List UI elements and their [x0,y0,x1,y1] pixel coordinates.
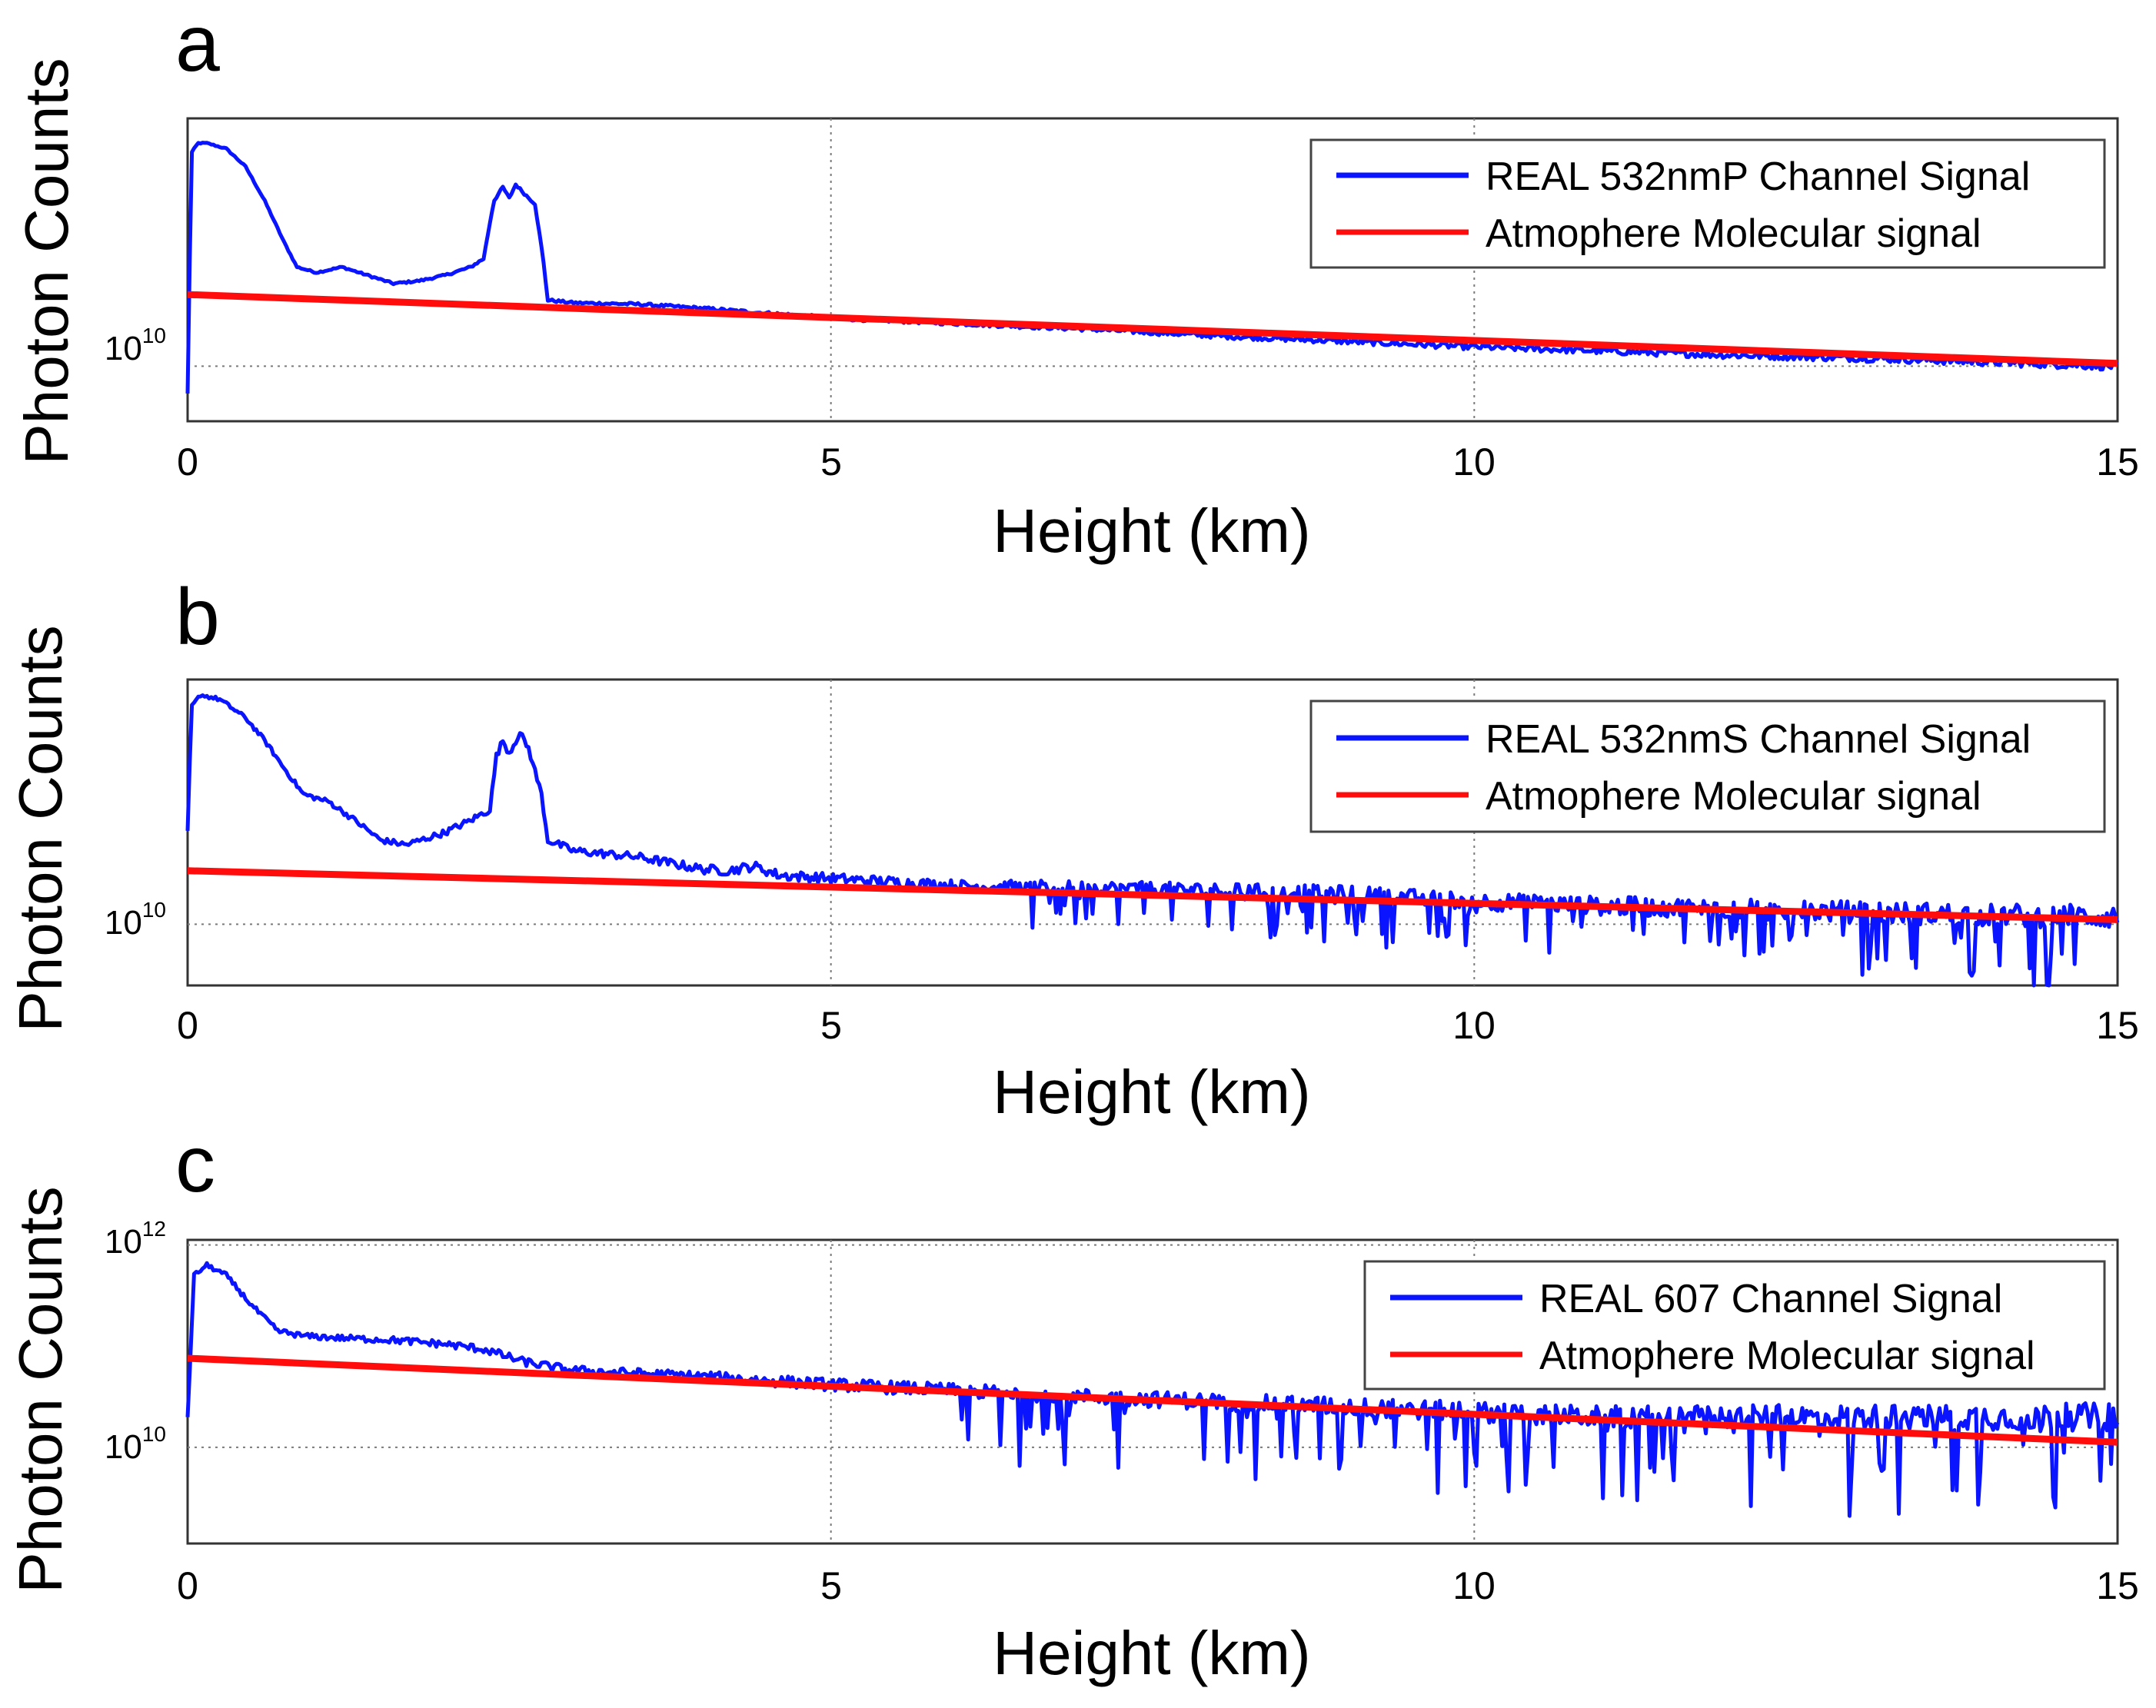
x-tick-label: 15 [2096,1564,2139,1607]
x-tick-label: 5 [820,440,842,483]
signal-series-line [185,1261,2120,1518]
x-tick-label: 5 [820,1564,842,1607]
x-tick-label: 10 [1452,440,1496,483]
x-tick-label: 10 [1452,1004,1496,1047]
x-axis-label: Height (km) [993,1619,1310,1687]
legend: REAL 532nmS Channel Signal Atmophere Mol… [1309,699,2106,833]
y-tick: 1012 [105,1217,166,1261]
y-axis-label: Photon Counts [6,625,75,1032]
y-tick-exponent: 10 [142,898,166,922]
y-tick-base: 10 [105,904,142,942]
panel-a: a Photon Counts Height (km) 1010 0 5 10 … [12,0,2139,565]
x-tick-label: 0 [177,1564,198,1607]
svg-text:1010: 1010 [105,898,166,942]
legend-box [1309,699,2106,833]
legend: REAL 607 Channel Signal Atmophere Molecu… [1363,1260,2106,1391]
y-tick: 1010 [105,898,166,942]
molecular-series-line [187,291,2118,367]
legend-entry: REAL 532nmP Channel Signal [1486,155,2030,199]
x-tick-label: 5 [820,1004,842,1047]
y-tick-exponent: 10 [142,324,166,347]
svg-text:1010: 1010 [105,1422,166,1466]
y-axis-label: Photon Counts [12,58,81,464]
y-tick-exponent: 12 [142,1217,166,1241]
x-tick-label: 15 [2096,440,2139,483]
legend-entry: Atmophere Molecular signal [1486,211,1981,256]
x-axis-label: Height (km) [993,497,1310,565]
legend: REAL 532nmP Channel Signal Atmophere Mol… [1309,138,2106,269]
x-tick-label: 15 [2096,1004,2139,1047]
svg-text:1012: 1012 [105,1217,166,1261]
panel-c: c Photon Counts Height (km) 1012 1010 0 … [6,1120,2139,1687]
y-axis-label: Photon Counts [6,1186,75,1593]
svg-text:1010: 1010 [105,324,166,367]
molecular-series-line [187,1354,2118,1446]
panel-label: a [175,0,220,88]
legend-box [1363,1260,2106,1391]
x-axis-label: Height (km) [993,1058,1310,1126]
y-tick: 1010 [105,1422,166,1466]
x-tick-label: 0 [177,440,198,483]
y-tick-exponent: 10 [142,1422,166,1446]
x-tick-label: 0 [177,1004,198,1047]
y-tick-base: 10 [105,1223,142,1261]
legend-entry: Atmophere Molecular signal [1539,1334,2035,1378]
y-tick-base: 10 [105,1428,142,1466]
panel-label: c [175,1120,215,1209]
legend-entry: REAL 532nmS Channel Signal [1486,717,2031,762]
panel-label: b [175,573,220,662]
legend-entry: Atmophere Molecular signal [1486,774,1981,819]
legend-entry: REAL 607 Channel Signal [1539,1277,2002,1321]
signal-series-line [185,141,2119,394]
y-tick-base: 10 [105,330,142,367]
molecular-series-line [187,867,2118,923]
panel-b: b Photon Counts Height (km) 1010 0 5 10 … [6,573,2139,1126]
y-tick: 1010 [105,324,166,367]
x-tick-label: 10 [1452,1564,1496,1607]
legend-box [1309,138,2106,269]
